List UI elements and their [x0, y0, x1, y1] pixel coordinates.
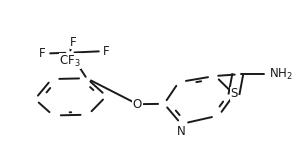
Text: F: F	[70, 36, 77, 49]
Text: F: F	[39, 47, 46, 60]
Text: S: S	[230, 87, 238, 100]
Text: O: O	[133, 98, 142, 111]
Text: CF$_3$: CF$_3$	[59, 53, 81, 69]
Text: F: F	[103, 45, 110, 58]
Text: NH$_2$: NH$_2$	[269, 67, 293, 82]
Text: N: N	[177, 125, 185, 138]
